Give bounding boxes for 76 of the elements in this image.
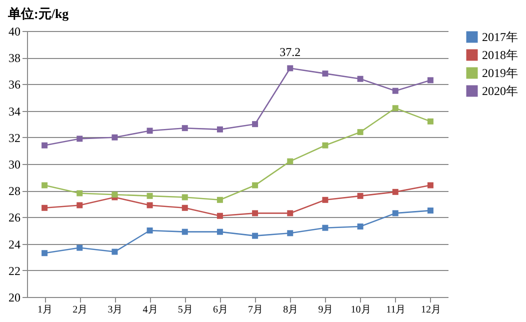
point [252, 121, 258, 128]
point [42, 204, 48, 211]
y-tick-label: 32 [8, 130, 20, 145]
point [42, 182, 48, 188]
point [357, 129, 364, 136]
point [182, 125, 188, 132]
x-tick-label: 1月 [38, 304, 53, 316]
x-tick-label: 11月 [386, 304, 406, 316]
point [287, 230, 294, 236]
point [112, 134, 118, 140]
x-tick-label: 10月 [350, 304, 371, 316]
point [322, 70, 328, 77]
y-tick-label: 30 [8, 158, 20, 172]
point [357, 192, 364, 199]
x-tick-label: 6月 [212, 304, 228, 316]
x-tick-label: 12月 [420, 304, 441, 316]
x-tick-label: 9月 [318, 304, 334, 316]
y-tick-label: 28 [8, 184, 20, 198]
point [427, 208, 434, 214]
point [427, 118, 434, 124]
point [146, 128, 153, 134]
point [322, 196, 328, 203]
y-tick-label: 22 [8, 264, 20, 278]
point [112, 248, 118, 255]
point [112, 192, 118, 198]
point [76, 202, 83, 208]
point [76, 190, 83, 196]
x-tick-label: 4月 [142, 304, 158, 316]
x-tick-label: 8月 [283, 304, 298, 316]
point [392, 105, 398, 112]
legend-label: 2017年 [482, 30, 518, 44]
point [322, 224, 328, 231]
point [287, 210, 294, 216]
legend-label: 2019年 [482, 66, 518, 80]
point [146, 192, 153, 199]
y-tick-label: 34 [8, 104, 20, 118]
point [252, 210, 258, 216]
point [322, 142, 328, 148]
point [182, 204, 188, 211]
legend-label: 2020年 [482, 84, 518, 98]
point [287, 158, 294, 164]
point [182, 228, 188, 235]
point [182, 194, 188, 200]
point [42, 142, 48, 148]
chart-title: 单位:元/kg [7, 6, 70, 21]
point [252, 232, 258, 239]
point [216, 228, 223, 235]
y-tick-label: 40 [8, 24, 20, 38]
point [392, 210, 398, 216]
x-tick-label: 2月 [72, 304, 88, 316]
point [76, 136, 83, 142]
point [357, 76, 364, 82]
y-tick-label: 26 [8, 210, 20, 225]
point [216, 126, 223, 132]
point [252, 182, 258, 188]
x-tick-label: 3月 [108, 304, 123, 316]
y-tick-label: 38 [8, 51, 20, 66]
legend-label: 2018年 [482, 48, 518, 62]
point [357, 224, 364, 230]
point [42, 250, 48, 256]
point [76, 244, 83, 251]
point [427, 182, 434, 188]
y-tick-label: 36 [8, 78, 20, 92]
point [146, 202, 153, 208]
point [146, 228, 153, 234]
point [216, 196, 223, 203]
annotation: 37.2 [280, 45, 301, 60]
point [216, 212, 223, 219]
point [392, 188, 398, 195]
x-tick-label: 7月 [248, 304, 264, 316]
y-tick-label: 24 [8, 237, 20, 252]
x-tick-label: 5月 [178, 304, 193, 316]
point [287, 65, 294, 72]
point [427, 77, 434, 84]
y-tick-label: 20 [8, 290, 20, 304]
point [392, 88, 398, 94]
